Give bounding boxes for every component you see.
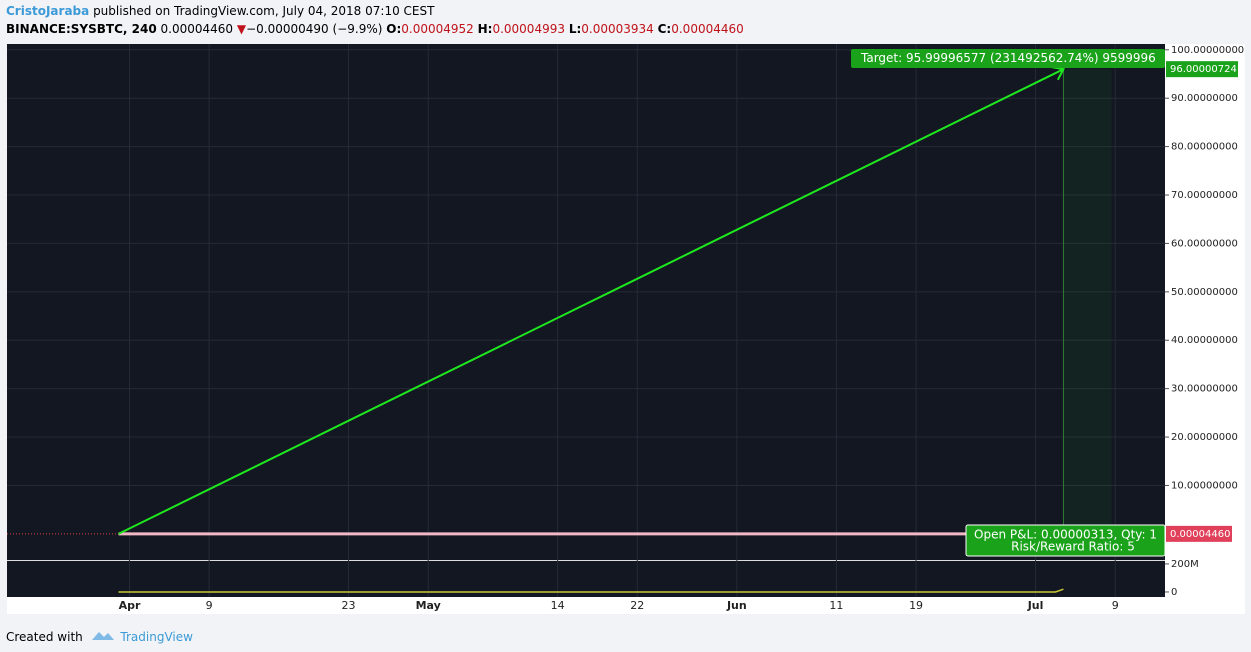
x-tick-label: 9	[1112, 599, 1119, 612]
x-tick-label: Jun	[726, 599, 747, 612]
brand[interactable]: TradingView	[120, 630, 193, 644]
x-tick-label: 23	[342, 599, 356, 612]
x-tick-label: May	[416, 599, 441, 612]
footer: Created with TradingView	[6, 627, 193, 644]
x-tick-label: Apr	[119, 599, 141, 612]
h-label: H:	[477, 22, 493, 36]
target-label: Target: 95.99996577 (231492562.74%) 9599…	[860, 51, 1156, 65]
last: 0.00004460	[160, 22, 234, 36]
target-price-label: 96.00000724	[1170, 64, 1237, 75]
c-label: C:	[657, 22, 672, 36]
h: 0.00004993	[492, 22, 565, 36]
x-tick-label: 22	[630, 599, 644, 612]
volume-tick-label: 200M	[1171, 559, 1199, 570]
x-tick-label: 11	[829, 599, 843, 612]
y-tick-label: 30.00000000	[1171, 384, 1238, 395]
y-tick-label: 90.00000000	[1171, 93, 1238, 104]
target-price-box	[1166, 61, 1238, 78]
y-tick-label: 80.00000000	[1171, 142, 1238, 153]
y-tick-label: 20.00000000	[1171, 432, 1238, 443]
time-axis	[7, 597, 1245, 614]
rr-label: Risk/Reward Ratio: 5	[1011, 540, 1135, 554]
y-tick-label: 10.00000000	[1171, 480, 1238, 491]
volume-tick-label: 0	[1171, 587, 1177, 598]
c: 0.00004460	[671, 22, 744, 36]
y-tick-label: 50.00000000	[1171, 287, 1238, 298]
target-zone	[1063, 69, 1112, 534]
y-tick-label: 100.00000000	[1171, 45, 1244, 56]
l: 0.00003934	[581, 22, 654, 36]
last-price-box	[1166, 525, 1232, 542]
chart: Apr 9 23 May 14 22 Jun 11 19 Jul 9 10.00000000 20.00…	[7, 44, 1245, 614]
last-price-label: 0.00004460	[1170, 529, 1230, 540]
o-label: O:	[386, 22, 402, 36]
created-with: Created with	[6, 630, 83, 644]
x-tick-label: 14	[551, 599, 565, 612]
symbol-bar: BINANCE:SYSBTC, 240 0.00004460 ▼−0.00000…	[6, 22, 744, 36]
x-tick-label: 9	[206, 599, 213, 612]
x-tick-label: 19	[909, 599, 923, 612]
pnl-label: Open P&L: 0.00000313, Qty: 1	[974, 528, 1157, 542]
plot-background	[7, 44, 1165, 597]
l-label: L:	[568, 22, 582, 36]
author[interactable]: CristoJaraba	[6, 4, 90, 18]
target-label-box	[851, 49, 1165, 68]
y-tick-label: 40.00000000	[1171, 335, 1238, 346]
arrow: ▼	[236, 22, 247, 36]
trend-line	[118, 68, 1064, 535]
price-axis	[1165, 44, 1245, 597]
y-tick-label: 60.00000000	[1171, 238, 1238, 249]
logo	[91, 632, 114, 640]
header: CristoJaraba published on TradingView.co…	[6, 4, 434, 18]
pnl-box	[965, 524, 1166, 557]
x-tick-label: Jul	[1027, 599, 1044, 612]
y-tick-label: 70.00000000	[1171, 190, 1238, 201]
symbol: BINANCE:SYSBTC, 240	[6, 22, 157, 36]
change: −0.00000490 (−9.9%)	[246, 22, 383, 36]
o: 0.00004952	[401, 22, 474, 36]
published: published on TradingView.com, July 04, 2…	[93, 4, 435, 18]
volume-line	[118, 588, 1064, 593]
